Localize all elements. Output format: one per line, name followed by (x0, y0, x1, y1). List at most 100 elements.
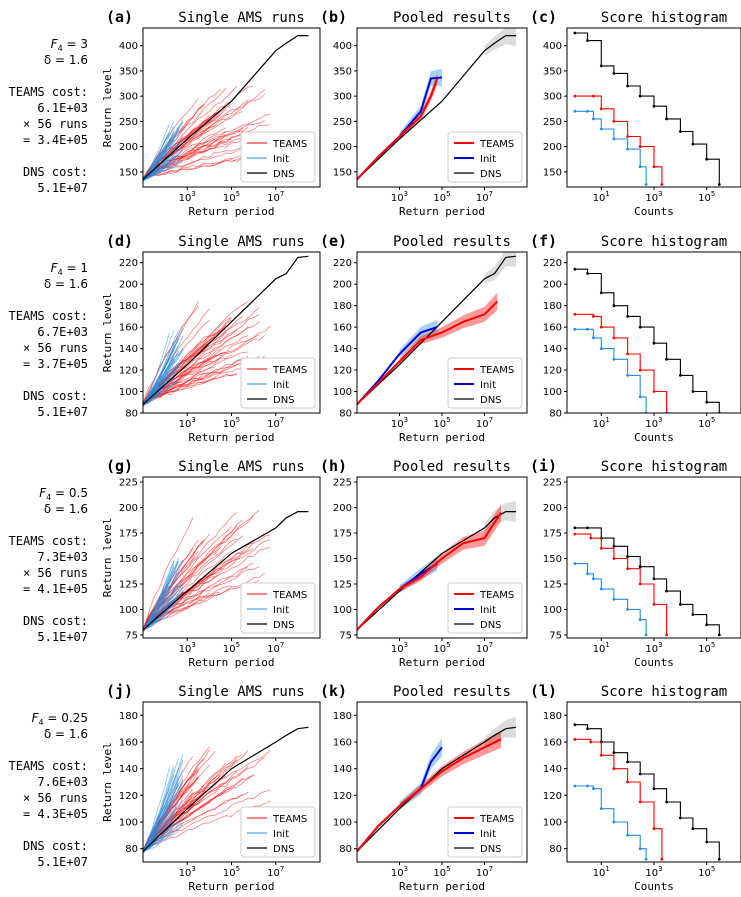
dns-cost-label: DNS cost: (23, 165, 88, 179)
forcing-label: F4 = 0.5 (39, 486, 88, 502)
y-tick-label: 180 (543, 301, 562, 312)
init-histogram-line (574, 785, 647, 860)
dns-line (357, 511, 516, 631)
dns-cost-label: DNS cost: (23, 614, 88, 628)
y-tick-label: 160 (333, 323, 352, 334)
y-tick-label: 160 (119, 738, 138, 749)
y-tick-label: 80 (549, 844, 562, 855)
legend-box (447, 131, 523, 183)
panel-l: (l) Score histogram 80 100 120 140 160 180 101 10… (530, 682, 741, 893)
dns-histogram-point (573, 723, 577, 727)
init-histogram-point (612, 137, 616, 141)
dns-histogram-point (691, 390, 695, 393)
teams-run-line (143, 156, 260, 179)
legend-label: TEAMS (479, 365, 514, 376)
teams-histogram-point (589, 740, 593, 744)
teams-histogram-point (612, 767, 616, 771)
dns-histogram-point (705, 623, 709, 627)
y-tick-label: 250 (119, 117, 138, 128)
init-run-line (143, 338, 179, 406)
y-tick-label: 250 (333, 117, 352, 128)
y-tick-label: 175 (119, 529, 138, 540)
y-axis-label: Return level (101, 742, 114, 821)
y-tick-label: 180 (119, 711, 138, 722)
dns-histogram-point (638, 325, 642, 329)
x-tick-label: 105 (433, 865, 450, 879)
dns-histogram-point (586, 526, 589, 530)
legend-label: Init (273, 380, 289, 391)
y-tick-label: 200 (119, 142, 138, 153)
x-tick-label: 105 (433, 416, 450, 430)
dns-line (357, 255, 516, 405)
dns-cost: 5.1E+07 (37, 181, 88, 195)
x-tick-label: 107 (267, 641, 284, 655)
teams-run-line (143, 308, 210, 405)
y-tick-label: 150 (119, 167, 138, 178)
teams-cost: 7.3E+03 (37, 550, 88, 564)
legend-label: DNS (273, 395, 295, 406)
teams-histogram-point (573, 94, 577, 98)
plot-area (357, 501, 516, 631)
teams-histogram-point (652, 827, 656, 831)
init-histogram-point (592, 336, 595, 340)
legend-box (447, 582, 523, 634)
dns-histogram-point (626, 84, 629, 88)
y-tick-label: 120 (119, 366, 138, 377)
dns-histogram-point (691, 142, 695, 146)
teams-histogram-point (573, 532, 577, 536)
teams-cost-label: TEAMS cost: (9, 309, 88, 323)
legend-label: TEAMS (479, 590, 514, 601)
y-tick-label: 160 (333, 738, 352, 749)
x-tick-label: 105 (223, 641, 240, 655)
x-axis-label: Counts (634, 205, 674, 218)
init-histogram-point (644, 183, 648, 186)
x-tick-label: 103 (645, 865, 662, 879)
dns-histogram-point (599, 64, 603, 68)
panel-j: (j) Single AMS runs TEAMS Init DNS 80 100 120 14… (101, 682, 321, 893)
y-tick-label: 100 (333, 818, 352, 829)
dns-histogram-point (665, 357, 668, 361)
x-tick-label: 105 (698, 416, 715, 430)
confidence-band (399, 730, 501, 809)
y-tick-label: 220 (543, 258, 562, 269)
teams-histogram-point (599, 325, 603, 329)
init-run-line (143, 147, 183, 180)
init-histogram-point (599, 127, 603, 131)
dns-histogram-point (573, 526, 577, 530)
teams-histogram-point (589, 536, 593, 540)
dns-histogram-point (652, 577, 656, 581)
x-tick-label: 105 (698, 190, 715, 204)
dns-line (357, 726, 516, 852)
y-tick-label: 160 (543, 323, 562, 334)
init-histogram-point (586, 327, 589, 331)
y-tick-label: 75 (549, 630, 562, 641)
x-tick-label: 103 (179, 865, 196, 879)
dns-line (357, 34, 516, 180)
panel-letter: (b) (320, 8, 347, 26)
dns-histogram-point (679, 603, 682, 606)
legend-label: TEAMS (272, 139, 307, 150)
y-tick-label: 200 (333, 503, 352, 514)
dns-histogram-point (612, 304, 616, 308)
x-tick-label: 105 (223, 416, 240, 430)
x-axis-label: Return period (399, 880, 485, 893)
panel-letter: (l) (530, 682, 557, 700)
legend-label: DNS (480, 844, 502, 855)
init-histogram-point (626, 833, 629, 837)
teams-histogram-line (574, 95, 663, 185)
teams-run-line (143, 94, 265, 180)
legend-box (240, 582, 316, 634)
teams-histogram-point (626, 135, 629, 138)
dns-histogram-point (586, 727, 589, 731)
x-axis-label: Counts (634, 656, 674, 669)
x-axis-label: Return period (188, 205, 274, 218)
x-axis-label: Return period (188, 431, 274, 444)
init-run-line (143, 817, 184, 852)
teams-histogram-point (660, 857, 664, 861)
y-tick-label: 180 (543, 711, 562, 722)
init-run-line (143, 800, 179, 853)
panel-letter: (e) (320, 232, 347, 250)
runs-count: × 56 runs (23, 566, 88, 580)
teams-histogram-point (638, 800, 642, 804)
legend-label: TEAMS (272, 814, 307, 825)
